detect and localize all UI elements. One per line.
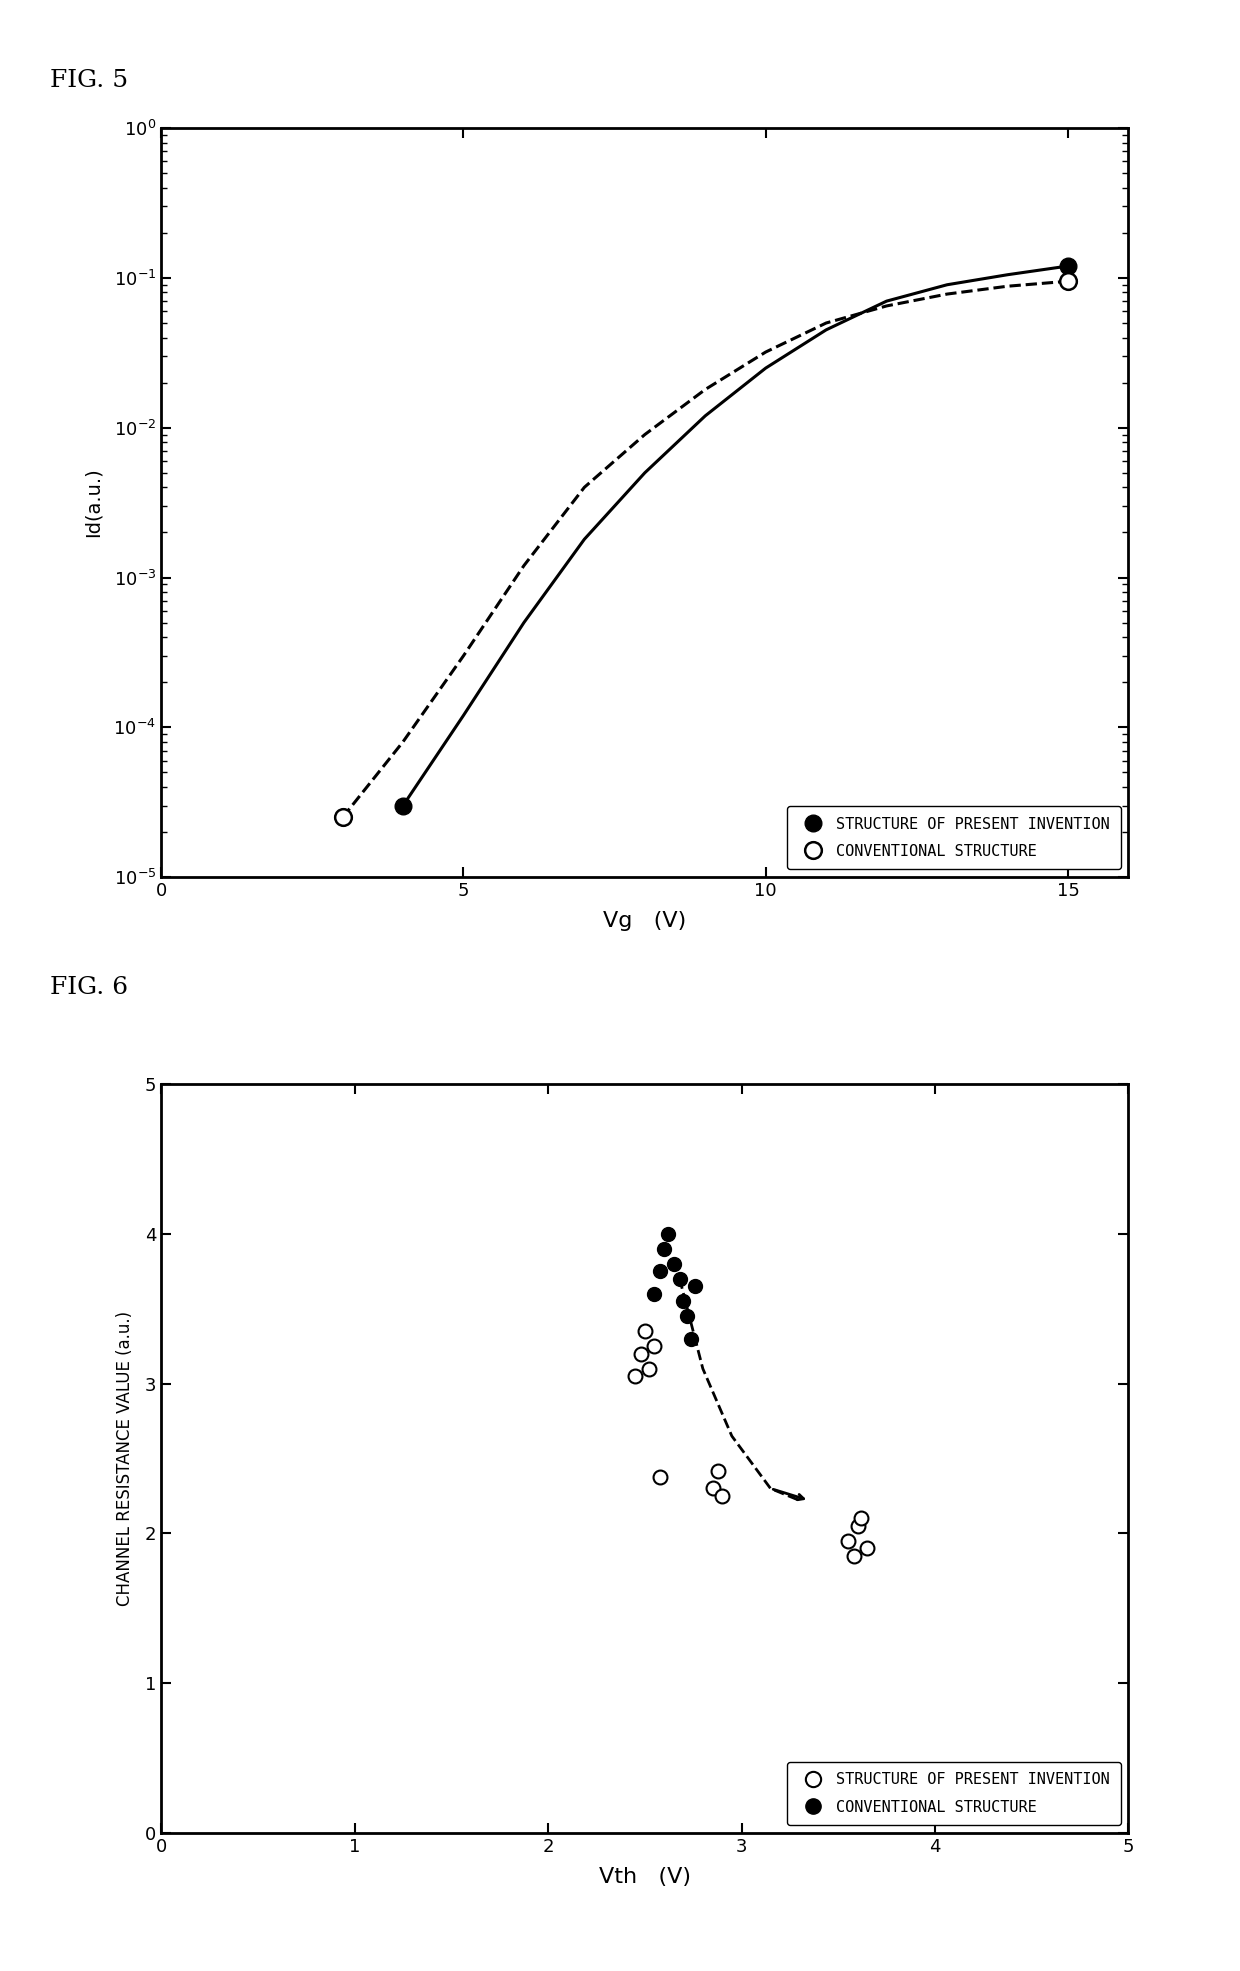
Text: FIG. 5: FIG. 5 [50, 69, 128, 93]
X-axis label: Vg   (V): Vg (V) [603, 911, 687, 930]
X-axis label: Vth   (V): Vth (V) [599, 1867, 691, 1886]
Legend: STRUCTURE OF PRESENT INVENTION, CONVENTIONAL STRUCTURE: STRUCTURE OF PRESENT INVENTION, CONVENTI… [787, 1762, 1121, 1825]
Text: FIG. 6: FIG. 6 [50, 976, 128, 999]
Y-axis label: Id(a.u.): Id(a.u.) [83, 467, 103, 538]
Y-axis label: CHANNEL RESISTANCE VALUE (a.u.): CHANNEL RESISTANCE VALUE (a.u.) [115, 1311, 134, 1606]
Legend: STRUCTURE OF PRESENT INVENTION, CONVENTIONAL STRUCTURE: STRUCTURE OF PRESENT INVENTION, CONVENTI… [787, 806, 1121, 869]
